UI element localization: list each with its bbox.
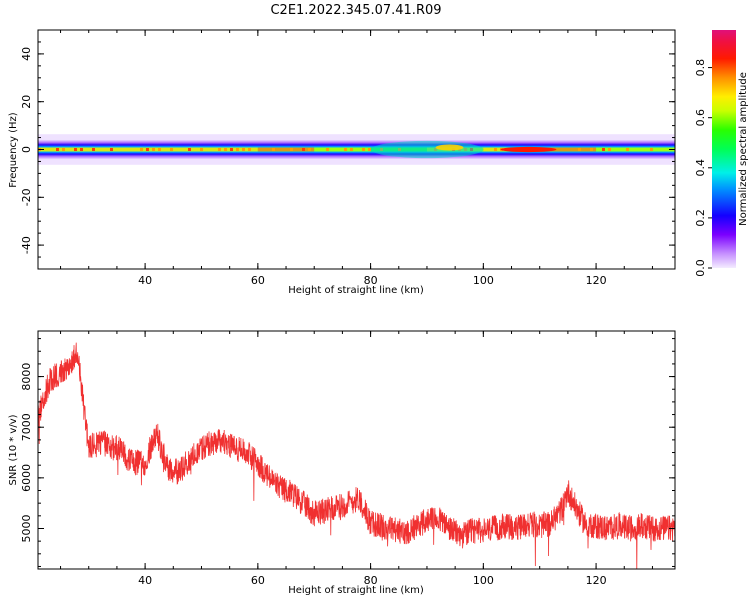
spectrogram-speckle [368, 148, 371, 151]
spectrogram-speckle [146, 148, 149, 151]
spectrogram-y-tick-label: 0 [20, 146, 33, 153]
snr-frame [37, 330, 676, 570]
colorbar-gradient [712, 30, 736, 268]
snr-line [38, 342, 675, 569]
spectrogram-y-tick-label: 20 [20, 95, 33, 109]
spectrogram-x-tick-label: 40 [138, 274, 152, 287]
spectrogram-speckle [92, 148, 95, 151]
spectrogram-x-tick-label: 120 [586, 274, 607, 287]
snr-y-tick-label: 6000 [20, 464, 33, 492]
spectrogram-speckle [140, 148, 143, 151]
spectrogram-speckle [80, 148, 83, 151]
spectrogram-speckle [578, 148, 581, 151]
spectrogram-speckle [74, 148, 77, 151]
snr-panel: 40 60 80 100 120 5000 6000 7000 8000 Height of s… [8, 330, 676, 596]
spectrogram-speckle [200, 148, 203, 151]
snr-x-tick-label: 40 [138, 574, 152, 587]
spectrogram-peak-spot [500, 146, 557, 153]
spectrogram-speckle [602, 148, 605, 151]
snr-x-tick-label: 100 [473, 574, 494, 587]
spectrogram-ridge-segment [539, 147, 597, 152]
spectrogram-x-label: Height of straight line (km) [288, 285, 424, 296]
spectrogram-speckle [302, 148, 305, 151]
spectrogram-speckle [230, 148, 233, 151]
spectrogram-speckle [344, 148, 347, 151]
spectrogram-speckle [362, 148, 365, 151]
spectrogram-peak-spot [435, 144, 464, 151]
snr-x-tick-label: 80 [364, 574, 378, 587]
spectrogram-speckle [224, 148, 227, 151]
snr-y-tick-label: 8000 [20, 363, 33, 391]
colorbar-tick-label: 0.2 [694, 209, 707, 227]
spectrogram-speckle [290, 148, 293, 151]
spectrogram-speckle [56, 148, 59, 151]
spectrogram-speckle [650, 148, 653, 151]
spectrogram-speckle [236, 148, 239, 151]
colorbar-label: Normalized spectral amplitude [738, 72, 749, 226]
colorbar: 0.0 0.2 0.4 0.6 0.8 Normalized spectral ampl… [694, 30, 749, 277]
spectrogram-x-tick-label: 80 [364, 274, 378, 287]
spectrogram-speckle [494, 148, 497, 151]
spectrogram-ridge-segment [483, 147, 512, 152]
spectrogram-speckle [158, 148, 161, 151]
spectrogram-speckle [272, 148, 275, 151]
spectrogram-y-label: Frequency (Hz) [8, 112, 19, 188]
snr-x-label: Height of straight line (km) [288, 585, 424, 596]
spectrogram-speckle [170, 148, 173, 151]
spectrogram-speckle [152, 148, 155, 151]
spectrogram-x-tick-label: 60 [251, 274, 265, 287]
colorbar-tick-label: 0.0 [694, 259, 707, 277]
spectrogram-y-tick-label: 40 [20, 47, 33, 61]
snr-y-label: SNR (10 * v/v) [8, 414, 19, 485]
spectrogram-ridge-segment [314, 147, 371, 152]
spectrogram-speckle [188, 148, 191, 151]
spectrogram-panel: 40 60 80 100 120 -40 -20 0 20 40 Height of straig… [8, 29, 676, 296]
colorbar-tick-label: 0.8 [694, 59, 707, 77]
colorbar-tick-label: 0.6 [694, 109, 707, 127]
snr-y-tick-label: 7000 [20, 413, 33, 441]
spectrogram-speckle [248, 148, 251, 151]
snr-x-tick-label: 60 [251, 574, 265, 587]
spectrogram-speckle [218, 148, 221, 151]
spectrogram-speckle [590, 148, 593, 151]
spectrogram-ridge-segment [596, 147, 675, 152]
spectrogram-x-tick-label: 100 [473, 274, 494, 287]
spectrogram-speckle [308, 148, 311, 151]
spectrogram-ridge-segment [38, 147, 146, 152]
spectrogram-speckle [242, 148, 245, 151]
snr-y-tick-label: 5000 [20, 514, 33, 542]
spectrogram-y-tick-label: -40 [20, 236, 33, 254]
spectrogram-speckle [626, 148, 629, 151]
colorbar-tick-label: 0.4 [694, 159, 707, 177]
spectrogram-speckle [110, 148, 113, 151]
spectrogram-y-tick-label: -20 [20, 188, 33, 206]
spectrogram-speckle [350, 148, 353, 151]
spectrogram-ridge-segment [257, 147, 315, 152]
spectrogram-speckle [326, 148, 329, 151]
spectrogram-broad-region [370, 140, 484, 159]
spectrogram-speckle [62, 148, 65, 151]
snr-x-tick-label: 120 [586, 574, 607, 587]
spectrogram-speckle [608, 148, 611, 151]
figure-title: C2E1.2022.345.07.41.R09 [270, 3, 441, 18]
